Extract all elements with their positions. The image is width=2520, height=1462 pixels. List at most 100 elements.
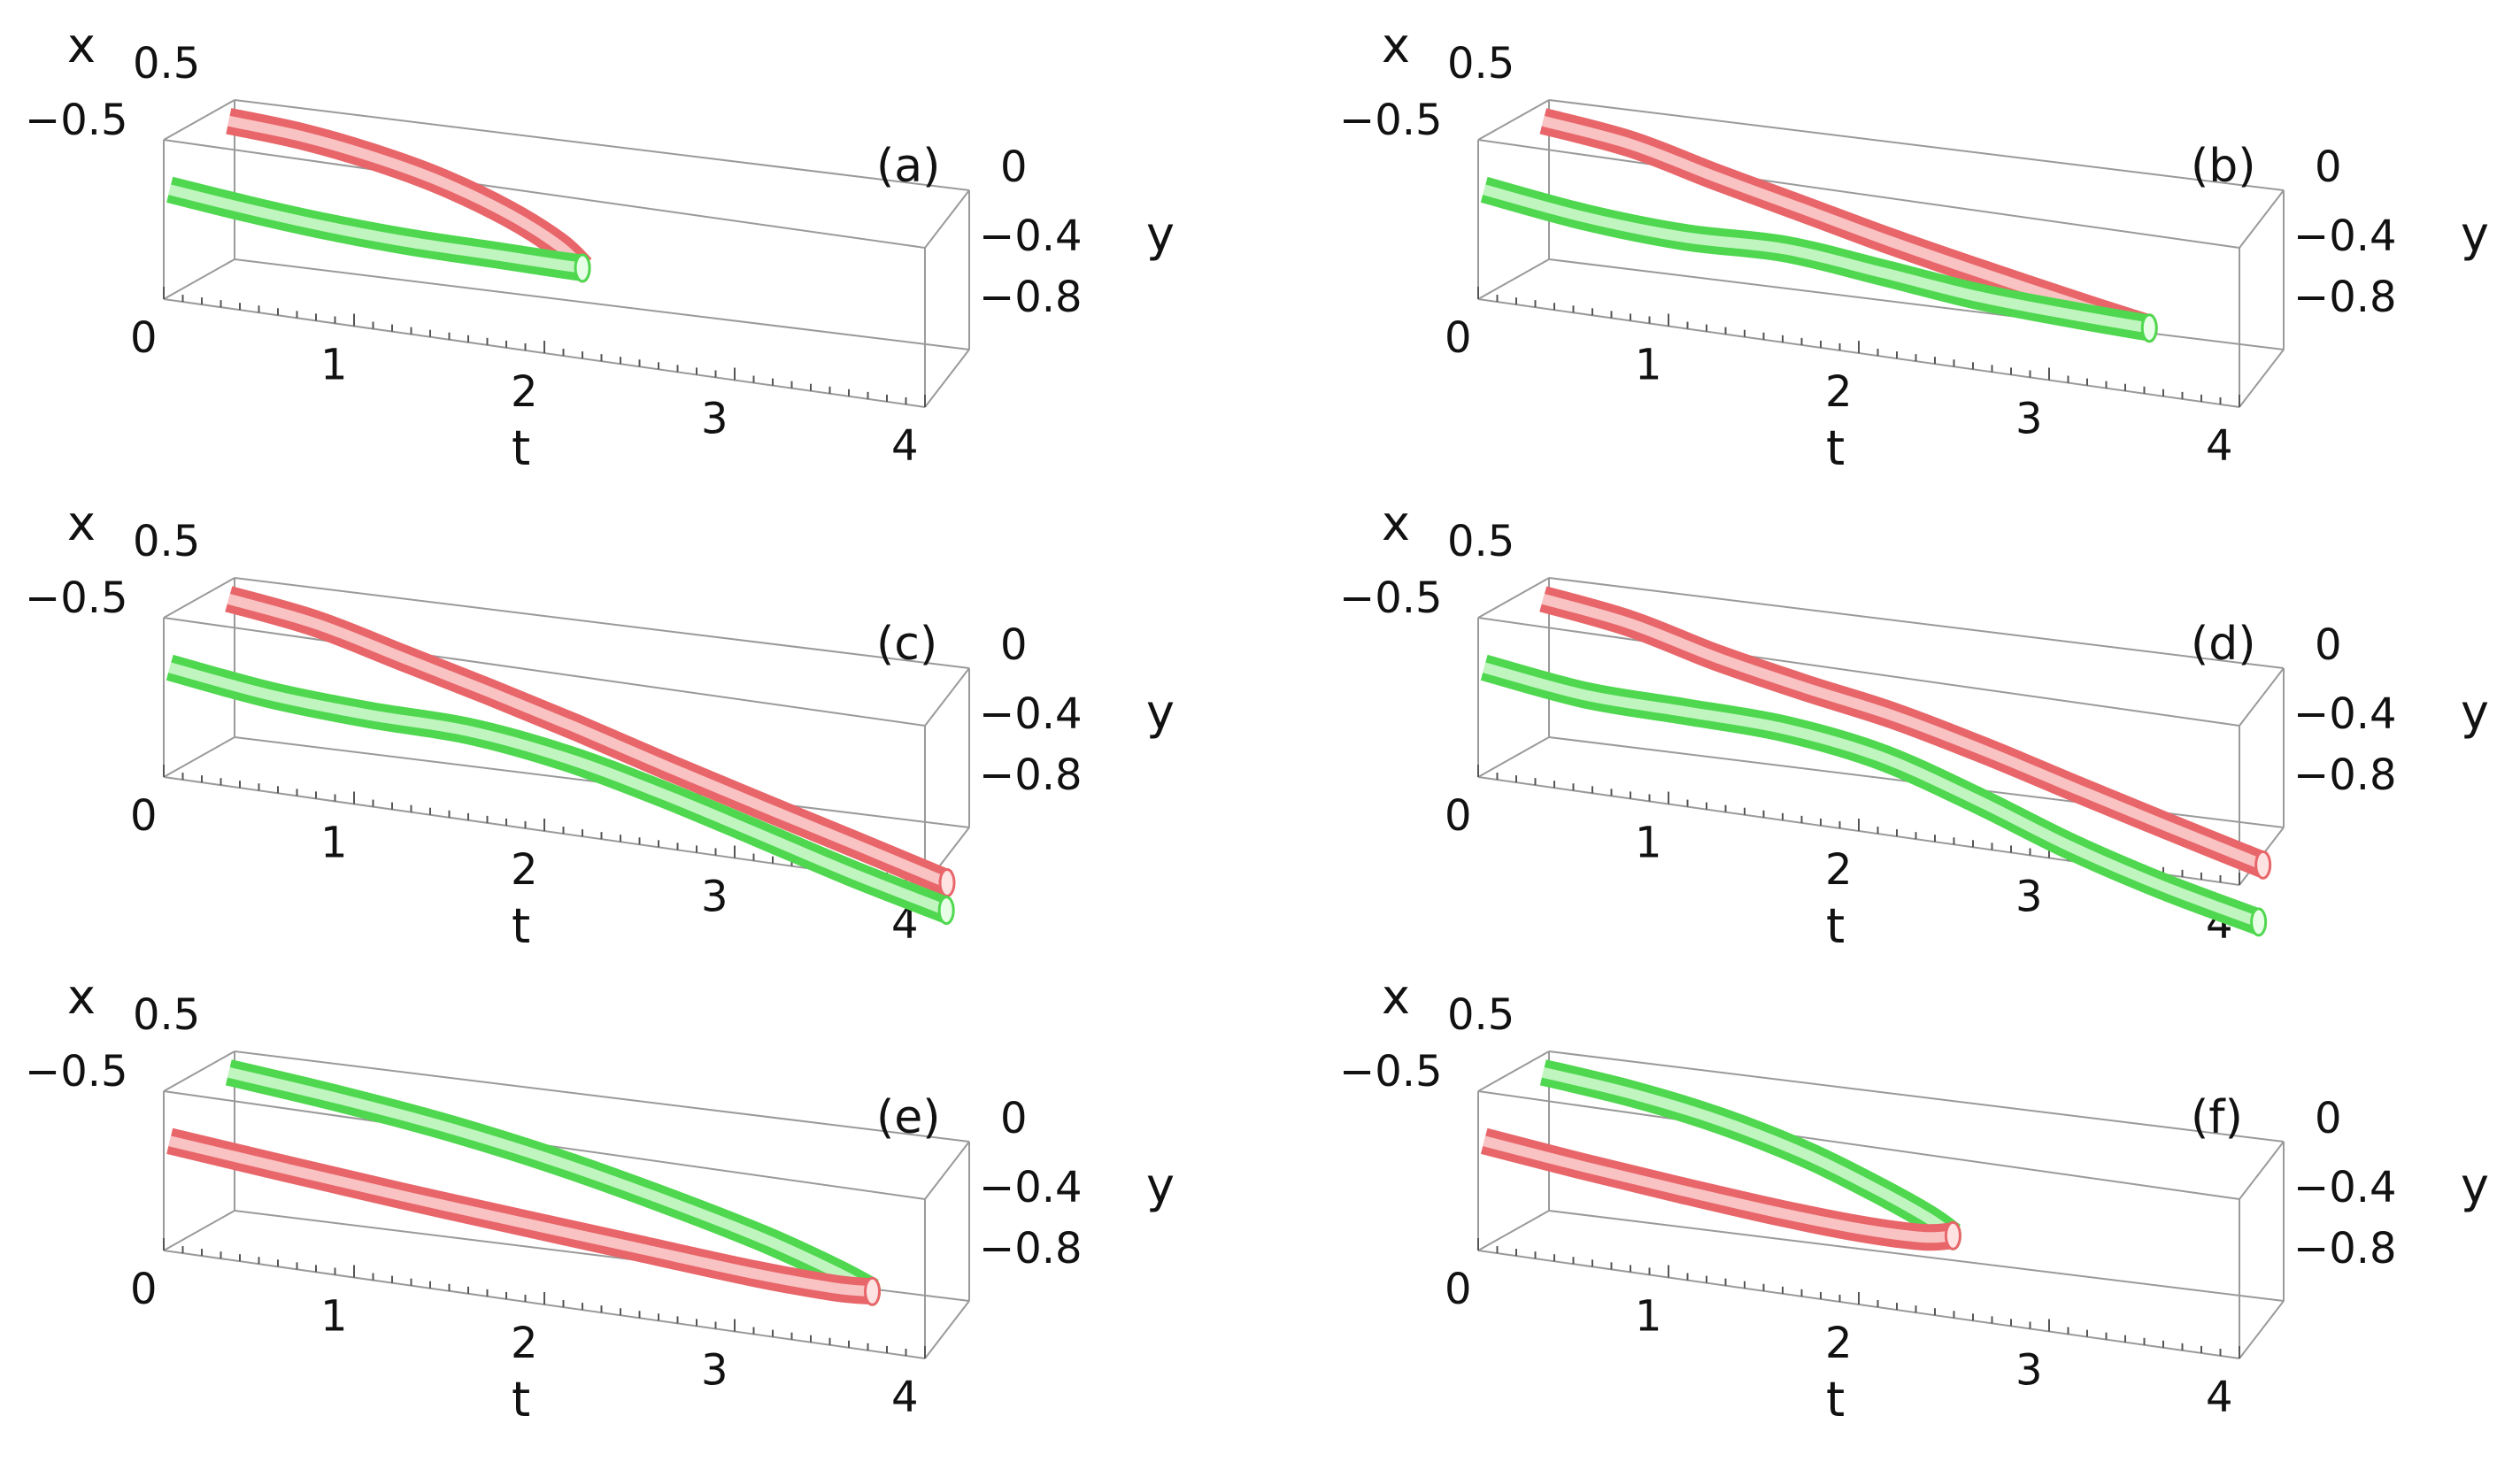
t-tick-label: 1 <box>320 1292 348 1342</box>
y-tick-label: −0.4 <box>2293 1163 2397 1212</box>
t-tick-label: 3 <box>2015 1346 2043 1396</box>
x-tick-label: 0.5 <box>1447 517 1514 566</box>
t-axis-label: t <box>1826 898 1845 954</box>
box-edge <box>163 258 235 300</box>
tube-end-cap <box>1944 1220 1961 1250</box>
y-tick-label: 0 <box>1000 1094 1028 1143</box>
series-red-tube <box>225 586 956 897</box>
tube-highlight <box>227 1066 875 1297</box>
box-edge <box>163 577 235 619</box>
y-axis-label: y <box>1146 1158 1175 1213</box>
series-red-tube <box>166 1127 881 1306</box>
t-tick-label: 1 <box>320 341 348 390</box>
box-edge <box>163 99 235 141</box>
tube-end-cap <box>2140 313 2158 343</box>
t-tick-label: 3 <box>2015 873 2043 922</box>
y-axis-label: y <box>2461 684 2489 740</box>
t-tick-label: 0 <box>130 791 158 841</box>
box-edge <box>163 1210 235 1251</box>
tube-highlight <box>168 1135 874 1297</box>
y-tick-label: −0.8 <box>2293 1224 2397 1273</box>
t-tick-label: 0 <box>130 313 158 363</box>
box-edge <box>1477 736 1550 778</box>
box-edge <box>1477 617 2240 727</box>
series-green-tube <box>1480 654 2268 937</box>
t-axis-label: t <box>1826 1372 1845 1427</box>
x-axis-label: x <box>67 18 96 73</box>
t-tick-label: 3 <box>701 1346 728 1396</box>
tube-highlight <box>227 115 587 273</box>
y-tick-label: 0 <box>2315 142 2342 192</box>
panel-label: (f) <box>2191 1091 2243 1144</box>
y-tick-label: 0 <box>2315 620 2342 670</box>
box-edge <box>163 617 926 727</box>
box-edge <box>163 736 235 778</box>
tube-end-cap <box>2250 907 2268 937</box>
t-tick-label: 1 <box>1635 819 1662 868</box>
y-axis-label: y <box>2461 1158 2489 1213</box>
box-edge <box>1477 139 2240 249</box>
y-tick-label: −0.4 <box>2293 212 2397 261</box>
box-edge <box>163 1050 235 1092</box>
tube-highlight <box>168 662 949 916</box>
box-edge <box>234 99 970 191</box>
y-tick-label: −0.4 <box>2293 689 2397 739</box>
x-axis-label: x <box>1382 969 1410 1025</box>
t-tick-label: 0 <box>130 1265 158 1314</box>
x-tick-label: −0.5 <box>25 573 128 623</box>
tube-highlight <box>168 184 583 273</box>
box-edge <box>2239 1300 2285 1359</box>
tube-highlight <box>1541 594 2265 870</box>
t-tick-label: 2 <box>511 845 538 895</box>
x-tick-label: 0.5 <box>1447 39 1514 88</box>
x-tick-label: −0.5 <box>1339 573 1443 623</box>
box-edge <box>1548 99 2285 191</box>
box-edge <box>1548 1050 2285 1143</box>
x-axis-label: x <box>67 496 96 551</box>
x-tick-label: 0.5 <box>133 39 200 88</box>
box-edge <box>2239 1141 2285 1200</box>
tube-end-cap <box>938 868 956 897</box>
t-tick-label: 4 <box>2206 1373 2233 1422</box>
box-edge <box>234 577 970 669</box>
y-tick-label: −0.8 <box>2293 273 2397 322</box>
y-tick-label: −0.8 <box>979 273 1083 322</box>
t-tick-label: 2 <box>1825 367 1853 417</box>
box-edge <box>1477 1210 1550 1251</box>
y-tick-label: 0 <box>1000 142 1028 192</box>
box-edge <box>1548 258 2285 350</box>
tube-highlight <box>1483 662 2261 927</box>
t-tick-label: 2 <box>511 367 538 417</box>
y-axis-label: y <box>2461 206 2489 262</box>
t-axis-label: t <box>512 420 530 476</box>
box-edge <box>924 1141 970 1200</box>
series-green-tube <box>166 654 955 926</box>
box-edge <box>2239 349 2285 408</box>
box-edge <box>2239 667 2285 727</box>
series-red-tube <box>1481 1127 1961 1251</box>
t-tick-label: 0 <box>1445 313 1472 363</box>
panel-5: 0 1 2 3 4 t 0.5−0.5 x 0 −0.4 −0.8 y (e) <box>25 969 1175 1427</box>
tube-end-cap <box>937 896 955 926</box>
x-tick-label: −0.5 <box>1339 1047 1443 1096</box>
tube-highlight <box>1541 1066 1956 1241</box>
box-edge <box>1477 1050 1550 1092</box>
box-edge <box>1548 577 2285 669</box>
box-edge <box>163 139 926 249</box>
tube-end-cap <box>864 1276 881 1306</box>
panel-label: (b) <box>2191 140 2256 193</box>
x-tick-label: 0.5 <box>133 990 200 1040</box>
y-tick-label: −0.4 <box>979 212 1083 261</box>
y-tick-label: −0.4 <box>979 1163 1083 1212</box>
t-axis-label: t <box>512 1372 530 1427</box>
box-edge <box>1477 99 1550 141</box>
t-tick-label: 4 <box>891 421 919 471</box>
y-tick-label: 0 <box>1000 620 1028 670</box>
t-tick-label: 3 <box>701 873 728 922</box>
box-edge <box>924 667 970 727</box>
panel-6: 0 1 2 3 4 t 0.5−0.5 x 0 −0.4 −0.8 y (f) <box>1339 969 2489 1427</box>
series-green-tube <box>1480 176 2158 343</box>
box-edge <box>1548 1210 2285 1302</box>
